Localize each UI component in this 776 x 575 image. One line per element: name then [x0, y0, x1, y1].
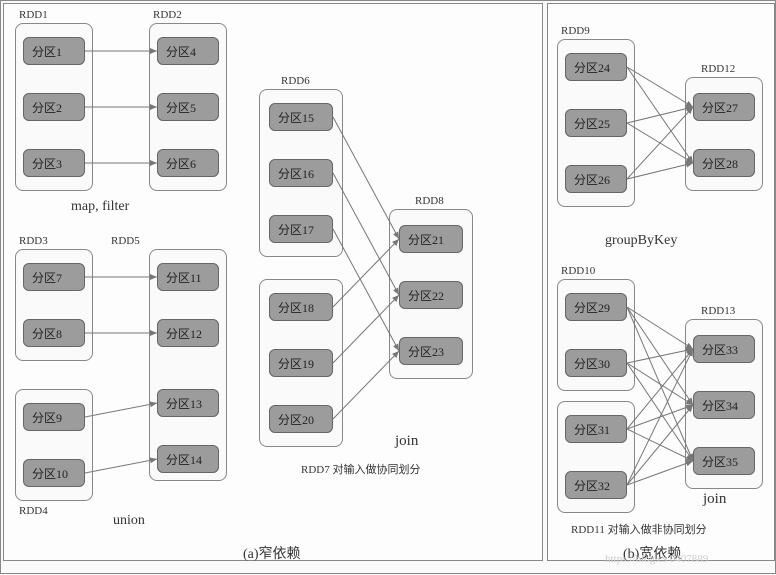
watermark: https://blog.cs 0407889 [605, 553, 708, 565]
partition: 分区21 [399, 225, 463, 253]
partition: 分区25 [565, 109, 627, 137]
rdd-label-rdd12: RDD12 [701, 63, 735, 75]
rdd-label-rdd3: RDD3 [19, 235, 48, 247]
partition: 分区26 [565, 165, 627, 193]
partition: 分区12 [157, 319, 219, 347]
partition: 分区16 [269, 159, 333, 187]
partition: 分区7 [23, 263, 85, 291]
partition: 分区30 [565, 349, 627, 377]
partition: 分区5 [157, 93, 219, 121]
rdd-label-rdd5: RDD5 [111, 235, 140, 247]
op-label: union [113, 513, 145, 529]
rdd-label-rdd6: RDD6 [281, 75, 310, 87]
partition: 分区14 [157, 445, 219, 473]
diagram-canvas: RDD1 RDD2 RDD3 RDD4 RDD5 RDD6 RDD8 RDD9 RDD12 RDD… [0, 0, 776, 574]
partition: 分区33 [693, 335, 755, 363]
partition: 分区9 [23, 403, 85, 431]
partition: 分区35 [693, 447, 755, 475]
rdd-label-rdd1: RDD1 [19, 9, 48, 21]
partition: 分区17 [269, 215, 333, 243]
partition: 分区19 [269, 349, 333, 377]
op-label: RDD11 对输入做非协同划分 [571, 521, 707, 537]
caption: (a)窄依赖 [243, 543, 301, 563]
rdd-label-rdd9: RDD9 [561, 25, 590, 37]
partition: 分区18 [269, 293, 333, 321]
partition: 分区22 [399, 281, 463, 309]
partition: 分区23 [399, 337, 463, 365]
partition: 分区6 [157, 149, 219, 177]
rdd-label-rdd13: RDD13 [701, 305, 735, 317]
op-label: join [395, 433, 418, 450]
partition: 分区10 [23, 459, 85, 487]
partition: 分区13 [157, 389, 219, 417]
op-label: groupByKey [605, 233, 677, 249]
partition: 分区20 [269, 405, 333, 433]
partition: 分区8 [23, 319, 85, 347]
partition: 分区31 [565, 415, 627, 443]
rdd-label-rdd10: RDD10 [561, 265, 595, 277]
op-label: RDD7 对输入做协同划分 [301, 461, 420, 477]
partition: 分区2 [23, 93, 85, 121]
rdd-label-rdd2: RDD2 [153, 9, 182, 21]
op-label: join [703, 491, 726, 508]
partition: 分区15 [269, 103, 333, 131]
op-label: map, filter [71, 199, 129, 215]
partition: 分区28 [693, 149, 755, 177]
partition: 分区32 [565, 471, 627, 499]
partition: 分区3 [23, 149, 85, 177]
partition: 分区34 [693, 391, 755, 419]
rdd-label-rdd4: RDD4 [19, 505, 48, 517]
partition: 分区11 [157, 263, 219, 291]
rdd-label-rdd8: RDD8 [415, 195, 444, 207]
partition: 分区24 [565, 53, 627, 81]
partition: 分区4 [157, 37, 219, 65]
partition: 分区29 [565, 293, 627, 321]
partition: 分区27 [693, 93, 755, 121]
partition: 分区1 [23, 37, 85, 65]
